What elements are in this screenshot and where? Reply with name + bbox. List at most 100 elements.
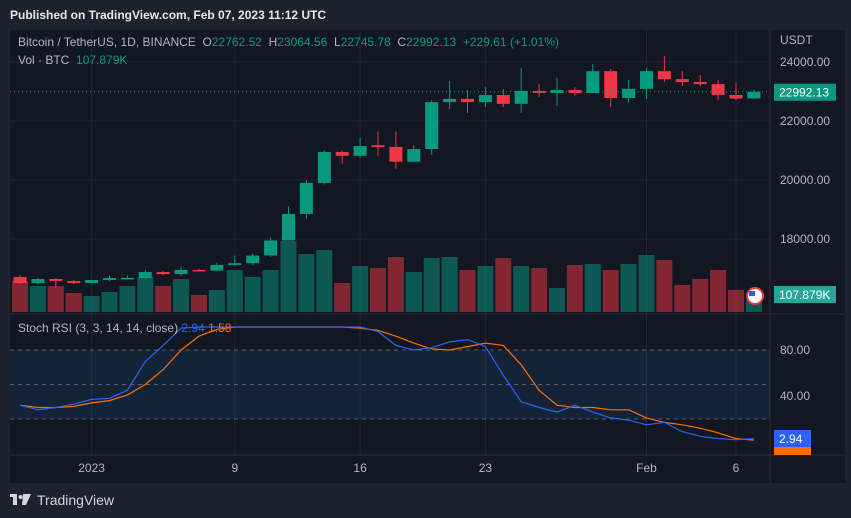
candle-body bbox=[31, 278, 45, 284]
published-header: Published on TradingView.com, Feb 07, 20… bbox=[10, 8, 327, 22]
candle-body bbox=[747, 91, 761, 99]
volume-bar bbox=[477, 266, 494, 312]
candle-body bbox=[371, 145, 385, 147]
tradingview-logo-text: TradingView bbox=[37, 492, 115, 508]
time-tick-label: 6 bbox=[733, 461, 740, 475]
volume-bar bbox=[155, 286, 172, 312]
candle-body bbox=[604, 71, 618, 98]
volume-bar bbox=[549, 288, 565, 312]
chart-canvas[interactable]: USDT 24000.00 22000.00 20000.00 18000.00 2299… bbox=[10, 30, 845, 483]
price-tick-label: 18000.00 bbox=[780, 232, 830, 246]
volume-value: 107.879K bbox=[76, 53, 128, 67]
chart-area[interactable]: USDT 24000.00 22000.00 20000.00 18000.00 2299… bbox=[10, 30, 845, 483]
volume-bar bbox=[584, 264, 601, 312]
volume-bar bbox=[316, 250, 333, 312]
stoch-d-line bbox=[19, 326, 754, 441]
stoch-tick-label: 80.00 bbox=[780, 343, 810, 357]
volume-legend: Vol · BTC 107.879K bbox=[18, 53, 127, 67]
candle-body bbox=[138, 272, 152, 278]
change-value: +229.61 (+1.01%) bbox=[462, 35, 559, 49]
volume-bar bbox=[441, 257, 458, 312]
candle-body bbox=[353, 146, 367, 156]
stoch-k-line bbox=[19, 326, 754, 441]
volume-bar bbox=[656, 260, 673, 312]
volume-bar bbox=[620, 264, 637, 312]
open-value: 22762.52 bbox=[211, 35, 262, 49]
volume-bar bbox=[674, 285, 691, 312]
last-price-label: 22992.13 bbox=[779, 86, 829, 100]
candle-body bbox=[425, 102, 439, 150]
volume-label[interactable]: Vol · BTC bbox=[18, 53, 70, 67]
time-tick-label: 2023 bbox=[78, 461, 105, 475]
candle-body bbox=[103, 277, 116, 280]
candle-body bbox=[67, 280, 81, 284]
volume-bar bbox=[173, 279, 190, 312]
candle-body bbox=[264, 240, 278, 256]
candle-body bbox=[13, 277, 27, 284]
volume-bar bbox=[728, 289, 744, 312]
candle-body bbox=[729, 95, 743, 99]
volume-bar bbox=[602, 270, 619, 312]
stoch-d-value: 1.58 bbox=[208, 321, 232, 335]
volume-bar bbox=[12, 281, 28, 312]
symbol-name[interactable]: Bitcoin / TetherUS, 1D, BINANCE bbox=[18, 35, 196, 49]
candle-body bbox=[622, 88, 636, 98]
price-tick-label: 22000.00 bbox=[780, 114, 830, 128]
price-tick-label: 24000.00 bbox=[780, 55, 830, 69]
last-volume-label: 107.879K bbox=[779, 288, 830, 302]
currency-label: USDT bbox=[780, 33, 813, 47]
volume-bar bbox=[101, 292, 118, 312]
candle-body bbox=[461, 98, 474, 103]
candle-body bbox=[246, 255, 260, 264]
candle-body bbox=[317, 151, 331, 183]
volume-bar bbox=[495, 258, 512, 312]
candle-body bbox=[389, 146, 403, 162]
volume-bar bbox=[47, 286, 64, 312]
candle-body bbox=[550, 90, 564, 93]
volume-bar bbox=[566, 265, 583, 312]
volume-bar bbox=[334, 283, 351, 312]
stoch-d-tag bbox=[774, 447, 811, 455]
last-price-tag bbox=[774, 83, 836, 101]
last-volume-tag bbox=[774, 286, 836, 303]
volume-bar bbox=[513, 266, 530, 312]
volume-bar bbox=[298, 254, 315, 312]
volume-bar bbox=[208, 290, 225, 312]
candle-body bbox=[228, 263, 242, 265]
volume-bar bbox=[244, 277, 261, 312]
tradingview-logo[interactable]: TradingView bbox=[10, 492, 114, 508]
stoch-legend: Stoch RSI (3, 3, 14, 14, close) 2.94 1.5… bbox=[18, 321, 231, 335]
volume-bar bbox=[710, 270, 727, 312]
volume-bar bbox=[191, 295, 207, 312]
us-flag-icon-canton bbox=[749, 291, 755, 296]
candle-body bbox=[282, 213, 295, 241]
volume-bar bbox=[352, 266, 369, 312]
time-tick-label: 16 bbox=[353, 461, 367, 475]
stoch-k-tag-label: 2.94 bbox=[779, 432, 803, 446]
candle-body bbox=[120, 277, 134, 280]
candle-body bbox=[675, 79, 689, 83]
stoch-k-tag bbox=[774, 430, 811, 447]
volume-bar bbox=[226, 270, 243, 312]
candle-body bbox=[156, 272, 170, 275]
volume-bar bbox=[405, 272, 422, 312]
candle-body bbox=[407, 149, 421, 162]
stoch-title[interactable]: Stoch RSI (3, 3, 14, 14, close) bbox=[18, 321, 179, 335]
symbol-legend: Bitcoin / TetherUS, 1D, BINANCE O22762.5… bbox=[18, 35, 559, 49]
time-tick-label: Feb bbox=[636, 461, 657, 475]
high-value: 23064.56 bbox=[277, 35, 328, 49]
volume-bar bbox=[65, 293, 82, 312]
low-value: 22745.78 bbox=[340, 35, 391, 49]
candle-body bbox=[478, 95, 492, 103]
volume-bar bbox=[459, 270, 476, 312]
candle-body bbox=[496, 95, 510, 104]
volume-bar bbox=[531, 268, 548, 312]
close-value: 22992.13 bbox=[406, 35, 457, 49]
volume-bar bbox=[280, 241, 297, 312]
candle-body bbox=[657, 71, 671, 80]
volume-bar bbox=[262, 270, 279, 312]
volume-bar bbox=[387, 257, 404, 312]
volume-bar bbox=[692, 279, 709, 312]
candle-body bbox=[443, 98, 457, 103]
candle-body bbox=[210, 264, 224, 271]
